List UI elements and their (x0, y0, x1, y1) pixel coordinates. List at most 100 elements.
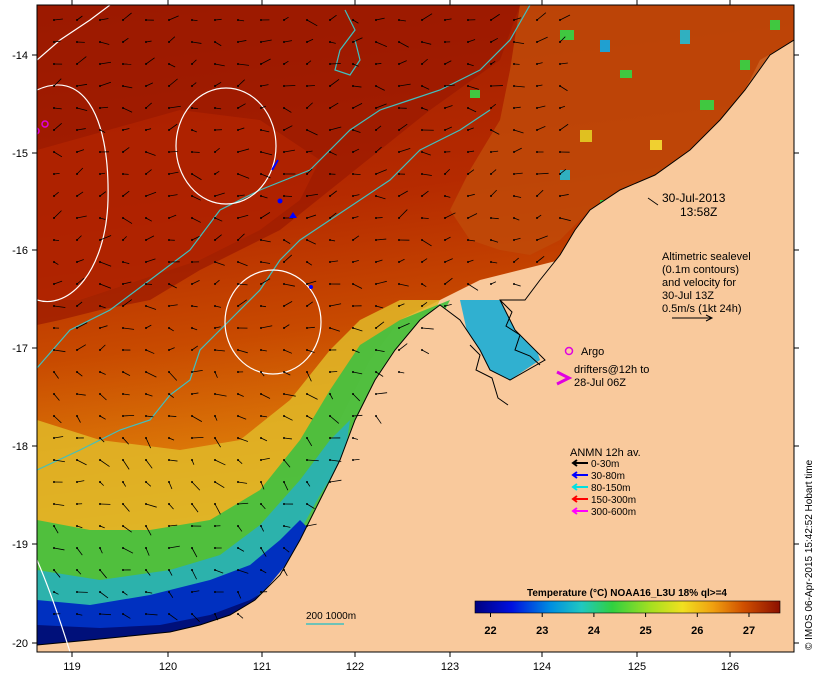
velocity-arrow-origin (145, 327, 147, 329)
velocity-arrow-origin (191, 393, 193, 395)
velocity-arrow-origin (145, 283, 147, 285)
lat-tick-label: -17 (12, 343, 28, 355)
velocity-arrow-origin (490, 19, 492, 21)
drifter-legend-symbol (556, 370, 573, 386)
velocity-arrow-origin (490, 217, 492, 219)
velocity-arrow (191, 236, 200, 241)
velocity-arrow (237, 415, 247, 420)
velocity-arrow-origin (375, 173, 377, 175)
velocity-arrow-origin (237, 151, 239, 153)
velocity-arrow-origin (76, 151, 78, 153)
velocity-arrow (260, 481, 265, 490)
velocity-arrow-origin (260, 261, 262, 263)
velocity-arrow-origin (53, 107, 55, 109)
velocity-arrow-origin (145, 591, 147, 593)
velocity-arrow-origin (168, 283, 170, 285)
velocity-arrow-origin (214, 129, 216, 131)
velocity-arrow-origin (260, 415, 262, 417)
velocity-arrow-origin (490, 129, 492, 131)
image-date: 30-Jul-2013 (662, 191, 726, 205)
velocity-arrow (490, 217, 499, 220)
velocity-arrow-origin (214, 327, 216, 329)
velocity-arrow-origin (76, 327, 78, 329)
velocity-arrow (191, 107, 199, 110)
velocity-arrow (352, 371, 363, 375)
velocity-arrow-origin (76, 85, 78, 87)
velocity-arrow (53, 547, 65, 551)
velocity-arrow-origin (513, 151, 515, 153)
velocity-vector-field (53, 12, 571, 622)
velocity-arrow (122, 190, 130, 197)
isobath-loop (334, 9, 361, 76)
velocity-arrow-origin (352, 151, 354, 153)
velocity-arrow-origin (53, 283, 55, 285)
velocity-arrow-origin (237, 305, 239, 307)
velocity-arrow (283, 283, 295, 287)
velocity-arrow-origin (191, 437, 193, 439)
velocity-arrow-origin (145, 305, 147, 307)
velocity-arrow-origin (168, 591, 170, 593)
velocity-arrow (145, 503, 157, 508)
velocity-arrow (237, 393, 244, 397)
velocity-arrow (237, 127, 245, 131)
velocity-arrow (375, 17, 385, 21)
velocity-arrow (99, 371, 106, 375)
velocity-arrow (283, 481, 289, 491)
longitude-axis: 119 120 121 122 123 124 125 126 (63, 0, 739, 673)
velocity-arrow-origin (168, 459, 170, 461)
velocity-arrow (260, 503, 266, 510)
velocity-arrow (168, 459, 178, 462)
velocity-arrow-origin (214, 503, 216, 505)
velocity-arrow (467, 283, 479, 291)
velocity-arrow (168, 481, 173, 490)
velocity-arrow (237, 19, 245, 22)
velocity-arrow (513, 172, 523, 175)
lon-tick-label: 124 (533, 661, 551, 673)
velocity-arrow-origin (260, 393, 262, 395)
velocity-arrow (398, 190, 408, 197)
lon-tick-label: 121 (253, 661, 271, 673)
velocity-arrow (283, 371, 291, 376)
velocity-arrow-origin (490, 41, 492, 43)
velocity-arrow-origin (122, 151, 124, 153)
velocity-arrow (375, 195, 386, 200)
sealevel-eddy-north (175, 87, 277, 205)
latitude-axis: -14 -15 -16 -17 -18 -19 -20 (12, 50, 799, 650)
velocity-arrow (490, 150, 499, 153)
velocity-arrow-origin (329, 217, 331, 219)
velocity-arrow-origin (283, 459, 285, 461)
velocity-arrow (53, 349, 66, 353)
velocity-arrow-origin (398, 283, 400, 285)
velocity-arrow (191, 503, 199, 513)
velocity-arrow (260, 457, 270, 461)
velocity-arrow-origin (191, 63, 193, 65)
velocity-arrow (122, 12, 132, 21)
velocity-arrow (467, 193, 475, 197)
velocity-arrow-origin (260, 107, 262, 109)
altimetry-line: 30-Jul 13Z (662, 290, 714, 302)
velocity-arrow-origin (329, 437, 331, 439)
legend-arrow-head (571, 459, 578, 467)
velocity-arrow (444, 277, 453, 285)
image-time: 13:58Z (680, 205, 717, 219)
velocity-arrow (306, 349, 315, 353)
velocity-arrow (375, 392, 388, 395)
isobath-line-deep (37, 109, 491, 471)
altimetry-line: Altimetric sealevel (662, 251, 751, 263)
velocity-arrow-origin (536, 63, 538, 65)
velocity-arrow-origin (237, 459, 239, 461)
drifters-line: drifters@12h to (574, 364, 649, 376)
velocity-arrow-origin (145, 217, 147, 219)
velocity-arrow (53, 459, 65, 463)
velocity-arrow-origin (145, 459, 147, 461)
velocity-arrow (53, 436, 64, 439)
velocity-arrow (559, 123, 569, 131)
velocity-arrow-origin (168, 613, 170, 615)
velocity-arrow (168, 214, 177, 219)
velocity-arrow-origin (122, 591, 124, 593)
velocity-arrow-origin (329, 19, 331, 21)
velocity-arrow-origin (421, 217, 423, 219)
velocity-arrow-origin (145, 41, 147, 43)
velocity-arrow-origin (352, 305, 354, 307)
velocity-arrow (145, 481, 152, 487)
